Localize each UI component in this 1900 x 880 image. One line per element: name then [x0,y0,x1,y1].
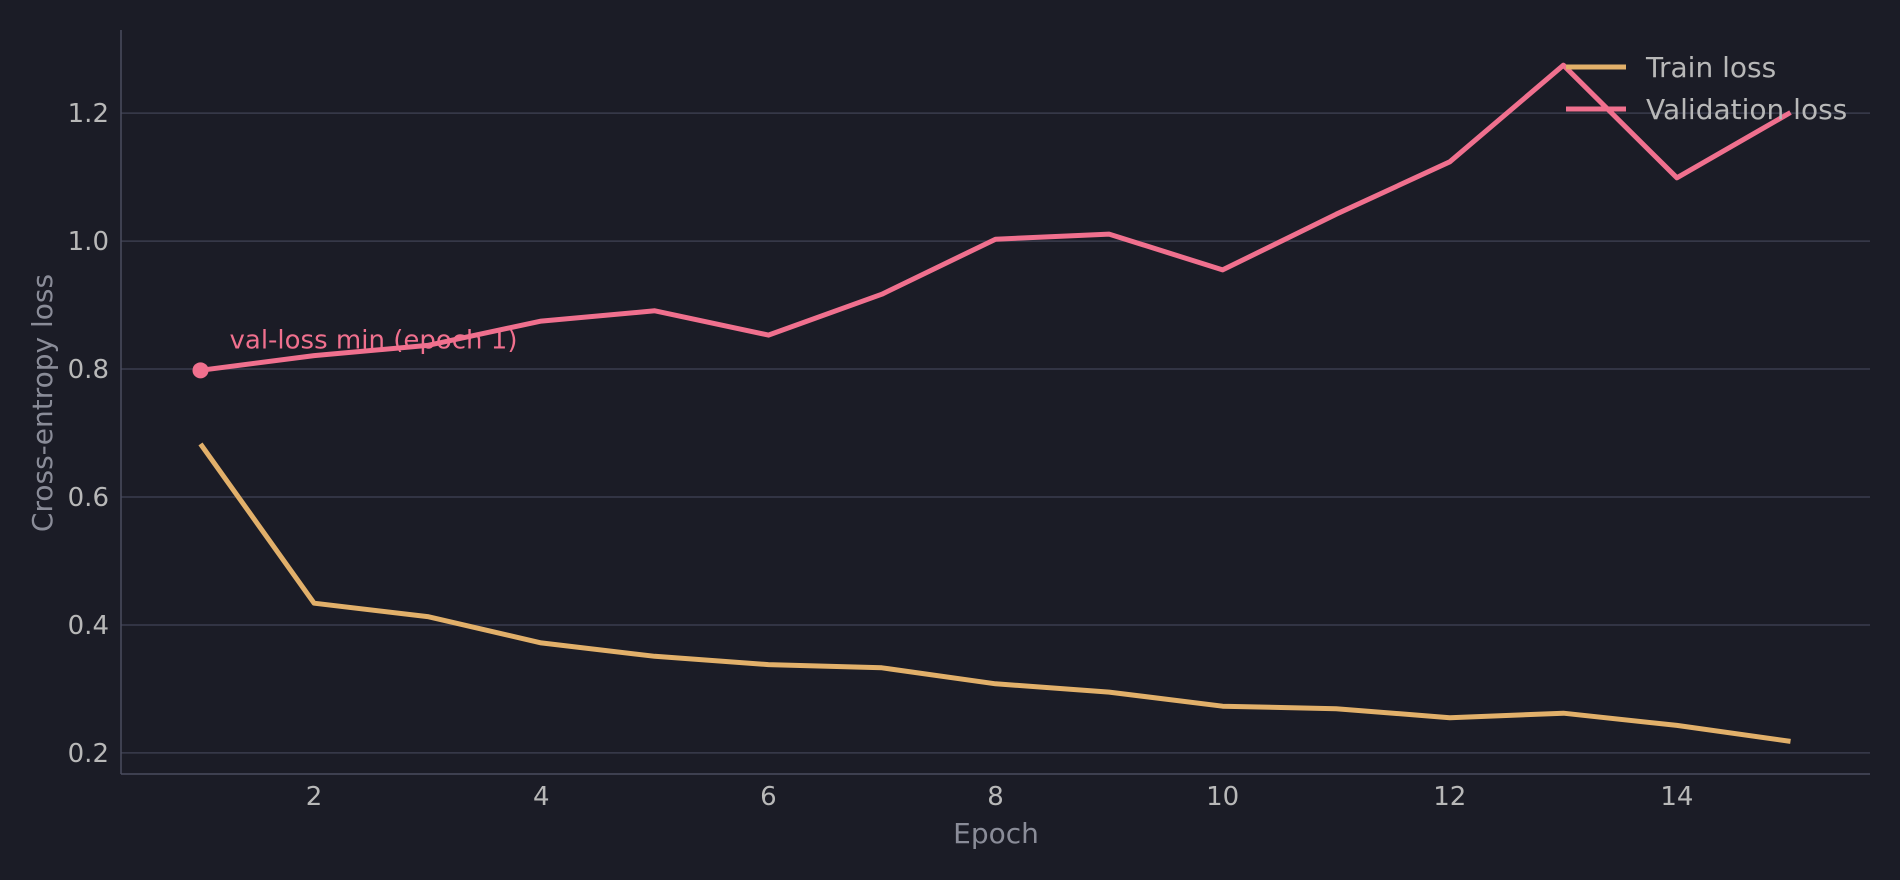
train-loss-line [198,442,1791,744]
x-tick-label: 2 [306,782,323,812]
series-layer [198,62,1792,744]
x-tick-label: 6 [760,782,777,812]
x-tick-label: 4 [533,782,550,812]
y-axis-title: Cross-entropy loss [26,274,59,532]
x-tick-label: 10 [1206,782,1239,812]
x-tick-label: 14 [1660,782,1693,812]
axes-layer [120,30,1870,775]
ticks-layer: 0.2 0.4 0.6 0.8 1.0 1.2 2 4 6 8 10 12 14 [68,99,1694,812]
y-tick-label: 0.2 [68,739,109,769]
validation-loss-line [200,62,1792,373]
y-tick-label: 0.8 [68,355,109,385]
y-tick-label: 1.0 [68,227,109,257]
x-tick-label: 8 [987,782,1004,812]
val-loss-min-marker [192,362,209,379]
x-tick-label: 12 [1433,782,1466,812]
legend-layer: Train loss Validation loss [1566,51,1847,126]
val-loss-min-annotation: val-loss min (epoch 1) [230,325,518,355]
y-tick-label: 0.4 [68,611,109,641]
y-tick-label: 1.2 [68,99,109,129]
x-axis-title: Epoch [953,817,1039,850]
annotation-layer: val-loss min (epoch 1) [192,325,518,379]
y-tick-label: 0.6 [68,483,109,513]
legend-label-validation-loss: Validation loss [1646,93,1847,126]
grid-layer [121,112,1870,754]
legend-label-train-loss: Train loss [1645,51,1776,84]
